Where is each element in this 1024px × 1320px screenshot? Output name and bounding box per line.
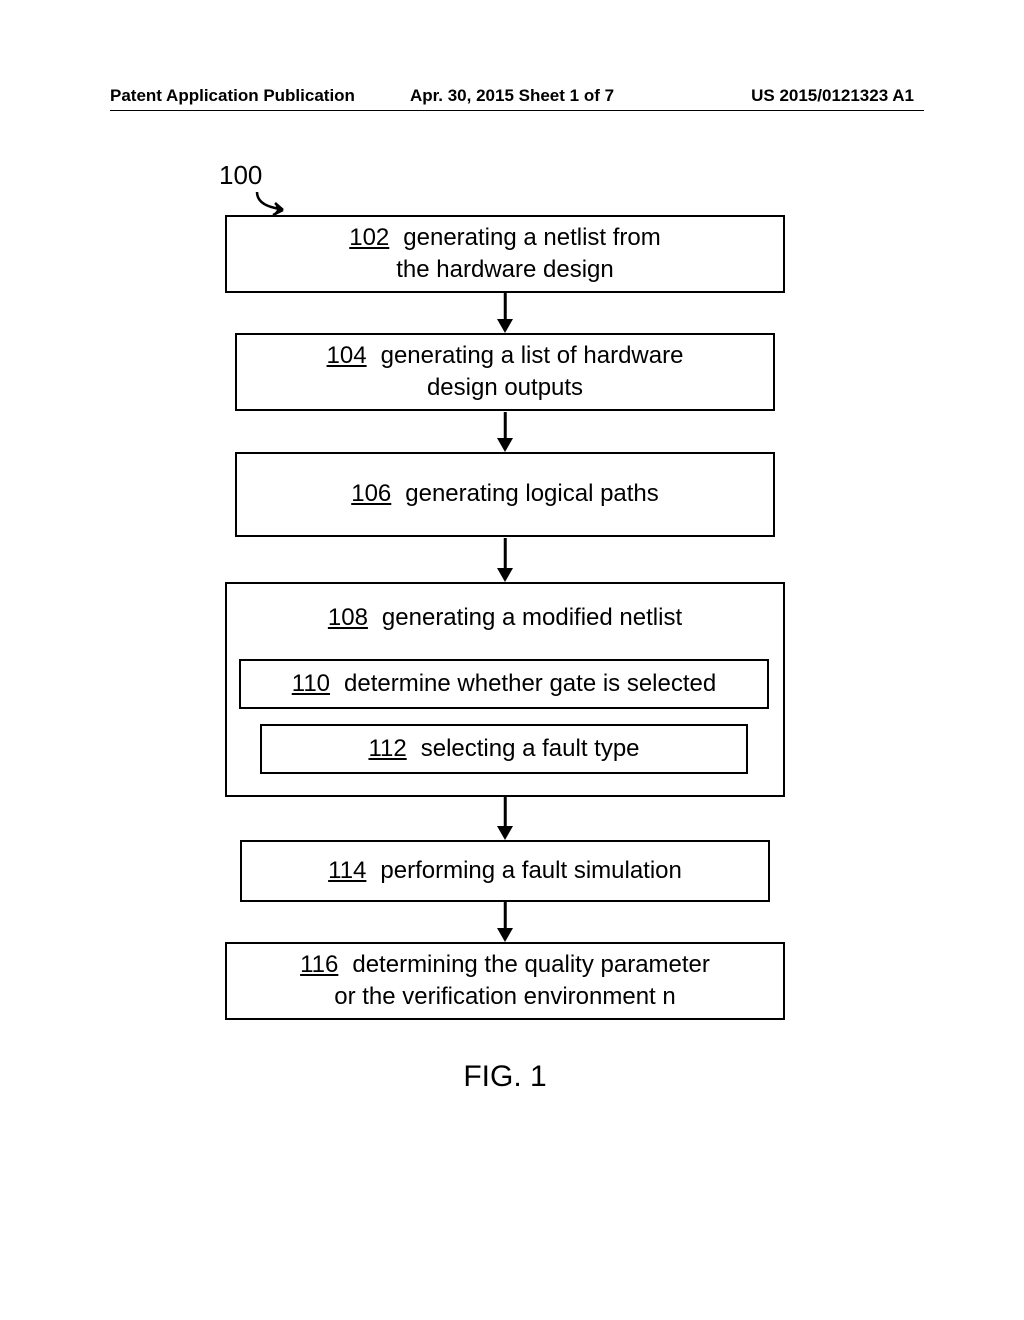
step-number: 104 (327, 342, 367, 369)
step-number: 102 (349, 224, 389, 251)
arrow-line (504, 538, 507, 568)
header-rule (110, 110, 924, 111)
arrow-line (504, 293, 507, 319)
step-text-line: performing a fault simulation (380, 857, 681, 884)
step-text-line: design outputs (327, 372, 684, 404)
step-number: 108 (328, 604, 368, 631)
step-number: 116 (300, 951, 338, 978)
step-number: 110 (292, 668, 330, 700)
step-content: 116 determining the quality parameter or t… (300, 949, 710, 1014)
step-content: 102 generating a netlist from the hardware… (349, 222, 661, 287)
arrow-line (504, 412, 507, 438)
step-content: 114 performing a fault simulation (328, 855, 682, 887)
step-text-line: determining the quality parameter (352, 951, 710, 978)
flowchart-step-116: 116 determining the quality parameter or t… (225, 942, 785, 1020)
arrow-head-icon (497, 438, 513, 452)
step-text: generating a modified netlist (382, 604, 682, 631)
step-label: 108 generating a modified netlist (328, 602, 682, 634)
step-content: 104 generating a list of hardware design o… (327, 340, 684, 405)
arrow-line (504, 902, 507, 928)
step-number: 114 (328, 857, 366, 884)
step-text: determine whether gate is selected (344, 668, 716, 700)
header-left: Patent Application Publication (110, 86, 378, 106)
step-number: 112 (368, 733, 406, 765)
arrow-head-icon (497, 319, 513, 333)
step-text-line: generating logical paths (405, 480, 659, 507)
flowchart-substep-112: 112 selecting a fault type (260, 724, 748, 774)
step-text-line: generating a list of hardware (381, 342, 684, 369)
flowchart-step-102: 102 generating a netlist from the hardware… (225, 215, 785, 293)
step-number: 106 (351, 480, 391, 507)
step-text-line: the hardware design (349, 254, 661, 286)
arrow-head-icon (497, 826, 513, 840)
flowchart-step-104: 104 generating a list of hardware design o… (235, 333, 775, 411)
header-right: US 2015/0121323 A1 (646, 86, 914, 106)
arrow-head-icon (497, 928, 513, 942)
header-center: Apr. 30, 2015 Sheet 1 of 7 (378, 86, 646, 106)
step-content: 106 generating logical paths (351, 478, 659, 510)
flowchart-substep-110: 110 determine whether gate is selected (239, 659, 769, 709)
step-text-line: generating a netlist from (403, 224, 660, 251)
step-text: selecting a fault type (421, 733, 640, 765)
step-text-line: or the verification environment n (300, 981, 710, 1013)
flowchart-step-108: 108 generating a modified netlist 110 deter… (225, 582, 785, 797)
reference-label: 100 (219, 160, 262, 191)
flowchart-step-114: 114 performing a fault simulation (240, 840, 770, 902)
page-header: Patent Application Publication Apr. 30, … (0, 86, 1024, 106)
arrow-head-icon (497, 568, 513, 582)
arrow-line (504, 797, 507, 826)
figure-label: FIG. 1 (463, 1060, 546, 1094)
flowchart-step-106: 106 generating logical paths (235, 452, 775, 537)
